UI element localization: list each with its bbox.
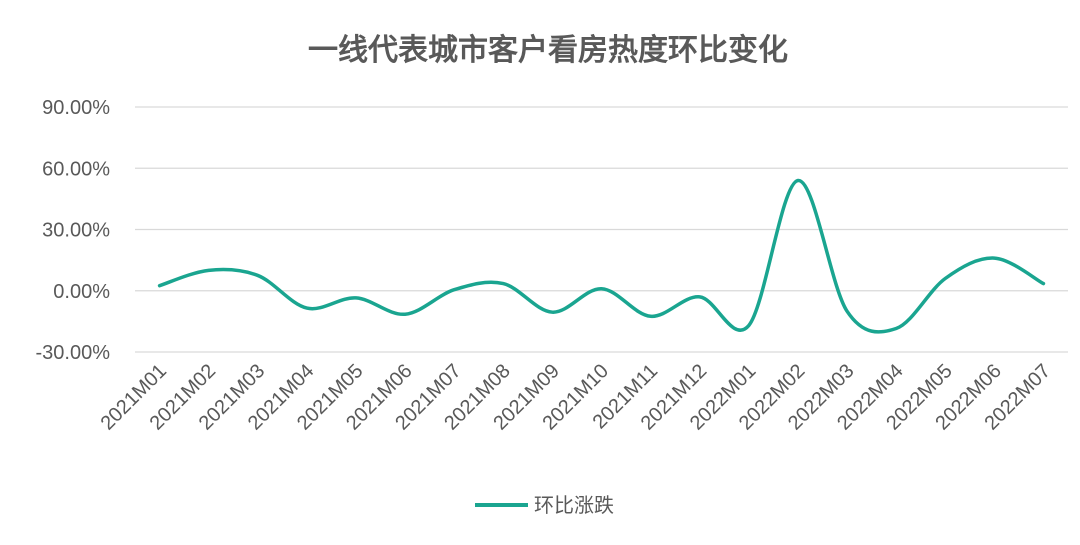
gridlines (135, 106, 1068, 353)
y-tick-label: 60.00% (42, 158, 110, 180)
y-tick-label: 90.00% (42, 97, 110, 119)
legend-label: 环比涨跌 (534, 493, 614, 517)
y-tick-label: -30.00% (36, 342, 111, 364)
legend: 环比涨跌 (475, 493, 614, 517)
x-axis-ticks: 2021M012021M022021M032021M042021M052021M… (97, 360, 1055, 435)
series-line (157, 178, 1046, 334)
chart-title: 一线代表城市客户看房热度环比变化 (308, 33, 788, 68)
series-lines (157, 178, 1046, 334)
y-axis-ticks: 90.00% 60.00% 30.00% 0.00% -30.00% (36, 97, 111, 364)
y-tick-label: 0.00% (53, 281, 110, 303)
y-tick-label: 30.00% (42, 220, 110, 242)
